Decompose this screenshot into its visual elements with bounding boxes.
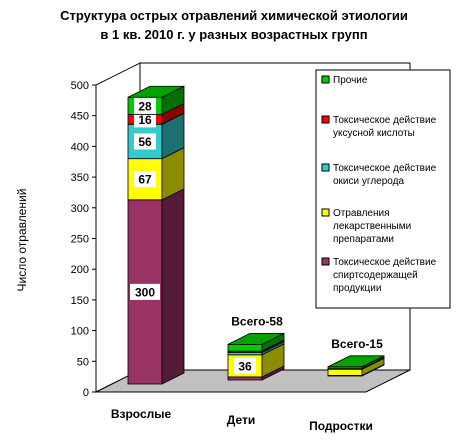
legend-swatch [321, 163, 330, 172]
x-category-label: Подростки [309, 419, 373, 433]
data-label: 16 [138, 113, 152, 127]
legend-entry-text: Токсическое действие [333, 115, 437, 126]
data-label-background [134, 171, 156, 188]
bar-segment-front [227, 343, 263, 352]
y-tick-label: 50 [77, 356, 89, 368]
y-tick-label: 200 [71, 264, 89, 276]
legend-entry-text: Прочие [333, 75, 368, 86]
legend-entry-text: лекарственными [333, 221, 411, 232]
data-label-background [130, 283, 160, 300]
bar-segment-top [227, 332, 285, 345]
legend-entry-text: препаратами [333, 234, 394, 245]
legend-entry-text: спиртсодержащей [333, 270, 418, 281]
bar-segment-front [127, 158, 163, 201]
x-category-label: Взрослые [111, 407, 172, 421]
data-label-background [234, 357, 256, 374]
y-tick-label: 400 [71, 141, 89, 153]
bar-segment-front [227, 376, 263, 381]
legend-swatch [321, 208, 330, 217]
data-label: 56 [138, 135, 152, 149]
y-tick-label: 500 [71, 80, 89, 92]
y-tick-label: 450 [71, 111, 89, 123]
legend-entry-text: Отравления [333, 208, 389, 219]
y-tick-label: 150 [71, 295, 89, 307]
y-tick-label: 350 [71, 172, 89, 184]
y-tick-label: 100 [71, 326, 89, 338]
data-label: 36 [238, 359, 252, 373]
y-tick-label: 300 [71, 203, 89, 215]
bar-total-label: Всего-15 [331, 337, 383, 351]
data-label-background [134, 133, 156, 150]
bar-segment-side [161, 188, 185, 385]
data-label: 67 [138, 173, 152, 187]
data-label: 300 [135, 285, 155, 299]
legend-entry-text: Токсическое действие [333, 257, 437, 268]
chart-title-line-2: в 1 кв. 2010 г. у разных возрастных груп… [100, 27, 367, 42]
legend-entry-text: Токсическое действие [333, 163, 437, 174]
data-label-background [134, 111, 156, 128]
y-axis-title: Число отравлений [15, 189, 29, 292]
bar-total-label: Всего-58 [231, 314, 283, 328]
x-category-label: Дети [227, 413, 255, 427]
bar-segment-top [127, 85, 185, 98]
data-label-background [134, 97, 156, 114]
bar-segment-top [327, 355, 385, 368]
legend-swatch [321, 115, 330, 124]
y-tick-label: 250 [71, 234, 89, 246]
bar-segment-front [327, 368, 363, 376]
data-label: 28 [138, 99, 152, 113]
chart-title-line-1: Структура острых отравлений химической э… [60, 8, 408, 23]
legend-box [315, 69, 451, 309]
legend-entry-text: окиси углерода [333, 176, 404, 187]
legend-entry-text: уксусной кислоты [333, 128, 415, 139]
legend-swatch [321, 75, 330, 84]
y-tick-label: 0 [83, 387, 89, 399]
legend-entry-text: продукции [333, 283, 381, 294]
legend-swatch [321, 257, 330, 266]
legend: Прочие Токсическое действие уксусной кисло… [315, 69, 451, 309]
